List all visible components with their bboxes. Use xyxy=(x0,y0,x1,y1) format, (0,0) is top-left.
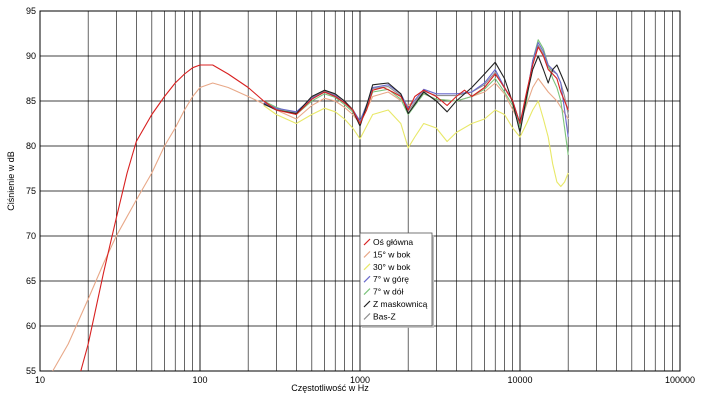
legend: Oś główna 15° w bok 30° w bok 7° w górę 7° w… xyxy=(359,232,434,328)
y-tick-label: 65 xyxy=(26,276,36,286)
x-tick-label: 100 xyxy=(192,375,207,385)
legend-swatch xyxy=(363,263,371,271)
x-tick-label: 10000 xyxy=(507,375,532,385)
y-tick-label: 55 xyxy=(26,366,36,376)
y-tick-label: 80 xyxy=(26,141,36,151)
legend-entry: 7° w dół xyxy=(373,287,403,297)
legend-swatch xyxy=(363,312,371,320)
x-axis-title: Częstotliwość w Hz xyxy=(291,383,369,393)
legend-entry: 15° w bok xyxy=(373,249,411,259)
series-lines xyxy=(52,39,569,372)
legend-box xyxy=(359,232,433,327)
legend-entry: 30° w bok xyxy=(373,262,411,272)
legend-entry: Z maskownicą xyxy=(373,299,428,309)
y-axis-title: Ciśnienie w dB xyxy=(6,151,16,211)
legend-swatch xyxy=(363,300,371,308)
series-line-0 xyxy=(80,46,569,372)
series-line-3 xyxy=(263,41,569,138)
series-line-5 xyxy=(263,55,569,134)
y-tick-label: 75 xyxy=(26,186,36,196)
y-tick-label: 95 xyxy=(26,6,36,16)
y-tick-label: 90 xyxy=(26,51,36,61)
x-tick-labels: 10 100 1000 10000 100000 xyxy=(35,375,695,385)
x-tick-label: 100000 xyxy=(665,375,695,385)
plot-area-frame xyxy=(39,10,681,372)
legend-swatch xyxy=(363,275,371,283)
y-tick-label: 60 xyxy=(26,321,36,331)
series-line-4 xyxy=(263,39,569,156)
legend-swatch xyxy=(363,288,371,296)
series-line-2 xyxy=(263,100,569,188)
legend-swatch xyxy=(363,250,371,258)
x-tick-label: 10 xyxy=(35,375,45,385)
legend-entry: 7° w górę xyxy=(373,274,409,284)
y-tick-label: 85 xyxy=(26,96,36,106)
legend-swatch xyxy=(363,238,371,246)
y-tick-labels: 55 60 65 70 75 80 85 90 95 xyxy=(26,6,36,376)
y-tick-label: 70 xyxy=(26,231,36,241)
legend-entry: Oś główna xyxy=(373,237,413,247)
series-line-1 xyxy=(52,77,569,372)
grid-lines xyxy=(39,10,680,372)
x-tick-label: 1000 xyxy=(350,375,370,385)
legend-entry: Bas-Z xyxy=(373,311,396,321)
